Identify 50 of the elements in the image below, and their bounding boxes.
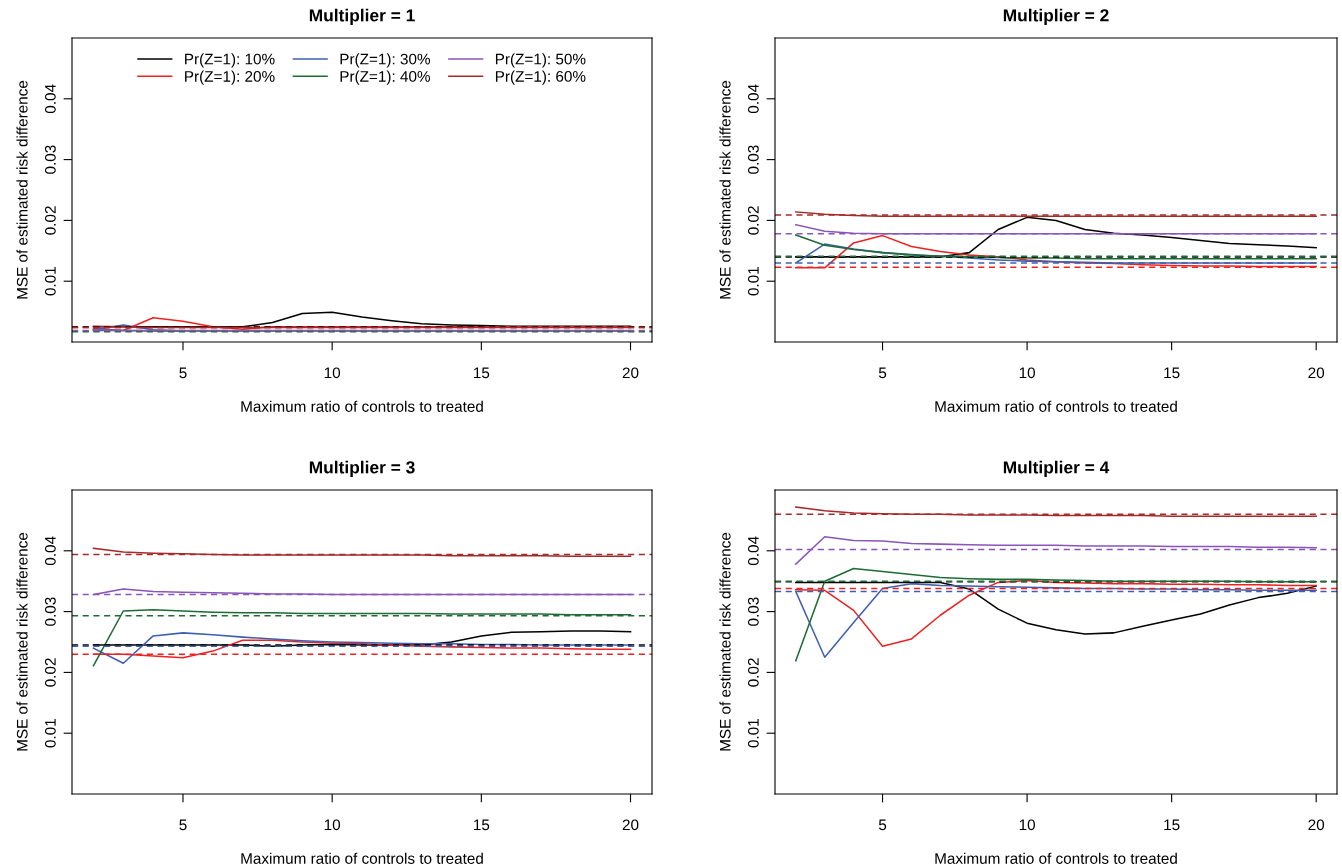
y-tick-label: 0.02 [747,658,759,687]
chart-title: Multiplier = 3 [309,460,415,477]
legend-label: Pr(Z=1): 40% [340,70,431,85]
y-axis-title: MSE of estimated risk difference [719,532,731,751]
y-tick-label: 0.03 [44,597,56,626]
chart-title: Multiplier = 1 [309,8,415,25]
y-tick-label: 0.04 [44,84,56,114]
legend-label: Pr(Z=1): 60% [495,70,586,85]
y-axis-title: MSE of estimated risk difference [16,80,28,299]
y-tick-label: 0.02 [44,658,56,687]
y-tick-label: 0.03 [747,145,759,174]
legend-label: Pr(Z=1): 10% [185,53,275,68]
x-tick-label: 20 [1308,367,1325,379]
y-tick-label: 0.04 [44,536,56,566]
x-tick-label: 5 [179,367,187,379]
y-tick-label: 0.03 [44,145,56,174]
x-tick-label: 5 [878,367,887,379]
x-tick-label: 20 [1308,819,1325,831]
chart-title: Multiplier = 4 [1003,460,1110,477]
x-axis-title: Maximum ratio of controls to treated [935,400,1177,412]
x-axis-title: Maximum ratio of controls to treated [935,852,1177,864]
y-tick-label: 0.04 [747,536,759,566]
y-axis-title: MSE of estimated risk difference [719,80,731,299]
y-tick-label: 0.01 [44,267,56,296]
x-tick-label: 15 [474,367,490,379]
y-tick-label: 0.03 [747,597,759,626]
x-tick-label: 10 [324,819,341,831]
y-tick-label: 0.02 [44,206,56,235]
x-axis-title: Maximum ratio of controls to treated [241,400,483,412]
x-tick-label: 10 [1019,367,1035,379]
legend-label: Pr(Z=1): 30% [340,53,431,68]
legend-label: Pr(Z=1): 50% [495,53,586,68]
x-tick-label: 10 [1019,819,1035,831]
x-tick-label: 10 [324,367,341,379]
y-axis-title: MSE of estimated risk difference [16,532,28,751]
chart-title: Multiplier = 2 [1003,8,1109,25]
x-tick-label: 20 [622,819,639,831]
x-tick-label: 15 [1164,819,1180,831]
x-tick-label: 5 [179,819,187,831]
x-tick-label: 5 [878,819,887,831]
y-tick-label: 0.02 [747,206,759,235]
y-tick-label: 0.01 [747,719,759,748]
legend-label: Pr(Z=1): 20% [185,70,275,85]
y-tick-label: 0.01 [747,267,759,296]
y-tick-label: 0.01 [44,719,56,748]
x-tick-label: 20 [622,367,639,379]
x-axis-title: Maximum ratio of controls to treated [241,852,483,864]
x-tick-label: 15 [1164,367,1180,379]
x-tick-label: 15 [474,819,490,831]
y-tick-label: 0.04 [747,84,759,114]
